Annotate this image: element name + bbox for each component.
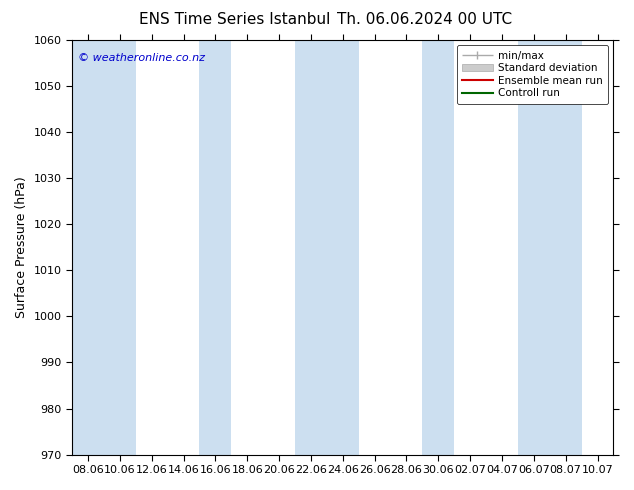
Bar	[422, 40, 454, 455]
Bar	[518, 40, 550, 455]
Bar	[327, 40, 359, 455]
Bar	[200, 40, 231, 455]
Bar	[104, 40, 136, 455]
Text: Th. 06.06.2024 00 UTC: Th. 06.06.2024 00 UTC	[337, 12, 512, 27]
Text: ENS Time Series Istanbul: ENS Time Series Istanbul	[139, 12, 330, 27]
Legend: min/max, Standard deviation, Ensemble mean run, Controll run: min/max, Standard deviation, Ensemble me…	[456, 46, 608, 103]
Bar	[72, 40, 104, 455]
Text: © weatheronline.co.nz: © weatheronline.co.nz	[77, 52, 205, 63]
Bar	[550, 40, 581, 455]
Y-axis label: Surface Pressure (hPa): Surface Pressure (hPa)	[15, 176, 28, 318]
Bar	[295, 40, 327, 455]
